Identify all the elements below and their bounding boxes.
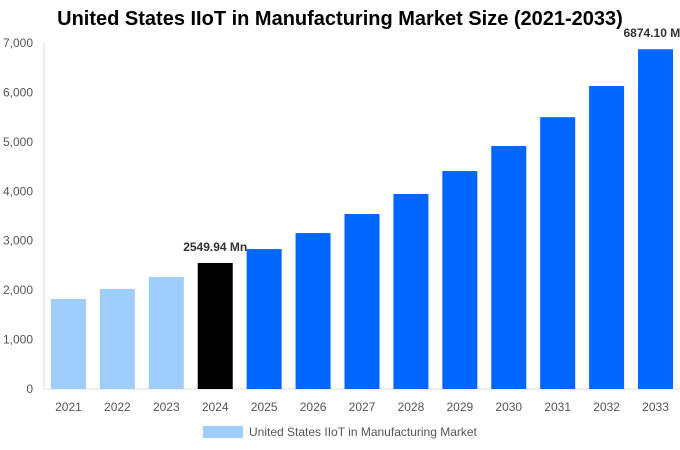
y-tick-label: 3,000 (3, 234, 33, 248)
data-label-2024: 2549.94 Mn (183, 240, 247, 254)
x-tick-label: 2031 (544, 400, 571, 414)
bar-2023 (148, 277, 184, 389)
x-tick-label: 2025 (251, 400, 278, 414)
x-tick-label: 2028 (398, 400, 425, 414)
bar-2031 (540, 117, 576, 390)
data-label-2033: 6874.10 Mn (624, 26, 680, 40)
legend-swatch (203, 426, 243, 438)
x-tick-label: 2032 (593, 400, 620, 414)
x-tick-label: 2030 (495, 400, 522, 414)
bar-2029 (442, 171, 478, 389)
bar-2022 (99, 288, 135, 389)
y-tick-label: 2,000 (3, 283, 33, 297)
x-tick-label: 2022 (104, 400, 131, 414)
x-tick-label: 2024 (202, 400, 229, 414)
y-tick-label: 1,000 (3, 333, 33, 347)
bar-2027 (344, 214, 380, 389)
bar-2021 (50, 299, 86, 389)
y-tick-label: 5,000 (3, 135, 33, 149)
bar-2030 (491, 146, 527, 389)
y-tick-label: 6,000 (3, 85, 33, 99)
y-tick-label: 0 (26, 382, 33, 396)
bar-2025 (246, 249, 282, 389)
bar-2024 (197, 262, 233, 389)
x-tick-label: 2033 (642, 400, 669, 414)
bar-2032 (589, 86, 625, 389)
y-tick-label: 4,000 (3, 184, 33, 198)
x-tick-label: 2021 (55, 400, 82, 414)
x-tick-label: 2023 (153, 400, 180, 414)
bar-2028 (393, 194, 429, 389)
legend-label: United States IIoT in Manufacturing Mark… (249, 425, 477, 439)
bar-2033 (638, 49, 674, 390)
x-tick-label: 2027 (349, 400, 376, 414)
bar-2026 (295, 233, 331, 389)
x-tick-label: 2026 (300, 400, 327, 414)
y-tick-label: 7,000 (3, 36, 33, 50)
legend: United States IIoT in Manufacturing Mark… (203, 425, 477, 439)
chart-title: United States IIoT in Manufacturing Mark… (57, 8, 623, 30)
x-tick-label: 2029 (446, 400, 473, 414)
